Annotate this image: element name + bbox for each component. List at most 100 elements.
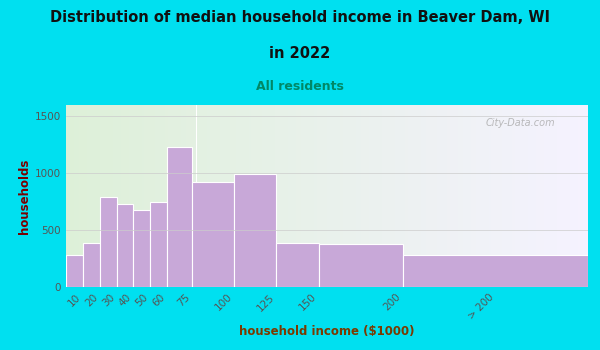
Bar [66,105,68,287]
Bar [145,105,147,287]
Bar [223,105,225,287]
Bar [74,105,76,287]
Bar [118,105,121,287]
Bar [236,105,238,287]
Bar [429,105,431,287]
Bar [413,105,416,287]
Bar [277,105,280,287]
Bar [100,197,116,287]
Bar [442,105,445,287]
Bar [410,105,413,287]
Bar [507,105,510,287]
Bar [565,105,567,287]
Bar [385,105,387,287]
Bar [567,105,570,287]
Bar [526,105,528,287]
Bar [113,105,116,287]
Bar [473,105,476,287]
Bar [387,105,389,287]
Bar [426,105,429,287]
Bar [173,105,176,287]
Bar [449,105,452,287]
Bar [486,105,489,287]
Bar [76,105,79,287]
Bar [431,105,434,287]
Bar [325,105,327,287]
Bar [505,105,507,287]
Bar [184,105,186,287]
Bar [538,105,541,287]
Bar [142,105,144,287]
Bar [348,105,350,287]
Bar [288,105,290,287]
Bar [304,105,306,287]
Bar [460,105,463,287]
Bar [92,105,95,287]
Bar [82,105,84,287]
Bar [319,105,322,287]
Bar [377,105,379,287]
Text: Distribution of median household income in Beaver Dam, WI: Distribution of median household income … [50,10,550,26]
Bar [150,202,167,287]
Bar [353,105,356,287]
Bar [364,105,366,287]
Bar [311,105,314,287]
Bar [374,105,377,287]
Bar [418,105,421,287]
Y-axis label: households: households [18,158,31,234]
Bar [296,105,298,287]
Text: City-Data.com: City-Data.com [485,118,555,128]
Bar [468,105,470,287]
X-axis label: household income ($1000): household income ($1000) [239,326,415,338]
Bar [447,105,449,287]
Bar [484,105,486,287]
Bar [194,105,196,287]
Bar [192,182,235,287]
Bar [100,105,103,287]
Bar [249,105,251,287]
Bar [149,105,152,287]
Bar [389,105,392,287]
Bar [235,174,277,287]
Bar [382,105,385,287]
Bar [463,105,466,287]
Bar [586,105,588,287]
Bar [121,105,124,287]
Bar [87,105,89,287]
Bar [176,105,178,287]
Bar [186,105,188,287]
Bar [285,105,288,287]
Bar [275,105,277,287]
Bar [290,105,293,287]
Bar [445,105,447,287]
Bar [251,105,254,287]
Bar [369,105,371,287]
Bar [329,105,332,287]
Bar [199,105,202,287]
Bar [283,105,285,287]
Bar [392,105,395,287]
Bar [345,105,348,287]
Bar [340,105,343,287]
Bar [335,105,337,287]
Bar [439,105,442,287]
Bar [546,105,549,287]
Bar [528,105,530,287]
Bar [160,105,163,287]
Bar [458,105,460,287]
Bar [314,105,317,287]
Bar [116,105,118,287]
Bar [466,105,468,287]
Bar [262,105,265,287]
Bar [95,105,97,287]
Bar [530,105,533,287]
Bar [578,105,580,287]
Bar [523,105,526,287]
Bar [306,105,309,287]
Bar [541,105,544,287]
Bar [126,105,128,287]
Bar [476,105,478,287]
Bar [408,105,410,287]
Bar [147,105,149,287]
Bar [131,105,134,287]
